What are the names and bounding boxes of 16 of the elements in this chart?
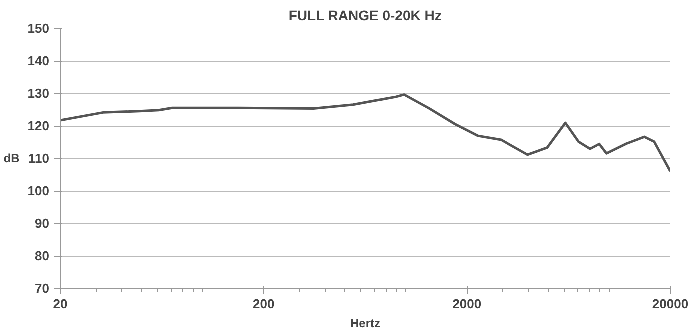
y-tick-label: 150 <box>28 21 50 36</box>
x-axis-title: Hertz <box>350 316 381 330</box>
x-tick-label: 20000 <box>652 296 689 312</box>
x-tick-label: 20 <box>53 296 68 312</box>
y-tick-label: 70 <box>35 281 50 296</box>
y-tick-label: 130 <box>28 86 50 101</box>
y-tick-label: 90 <box>35 216 50 231</box>
y-tick-label: 120 <box>28 118 50 134</box>
x-tick-label: 2000 <box>452 296 482 312</box>
y-axis-title: dB <box>4 152 20 166</box>
x-tick-label: 200 <box>252 296 275 312</box>
y-tick-label: 80 <box>35 248 50 264</box>
chart-title: FULL RANGE 0-20K Hz <box>288 8 442 24</box>
y-tick-label: 100 <box>28 184 50 198</box>
y-tick-label: 140 <box>28 54 50 68</box>
y-tick-label: 110 <box>28 151 50 166</box>
